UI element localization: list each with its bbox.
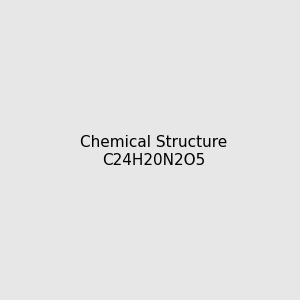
Text: Chemical Structure
C24H20N2O5: Chemical Structure C24H20N2O5 <box>80 135 227 168</box>
